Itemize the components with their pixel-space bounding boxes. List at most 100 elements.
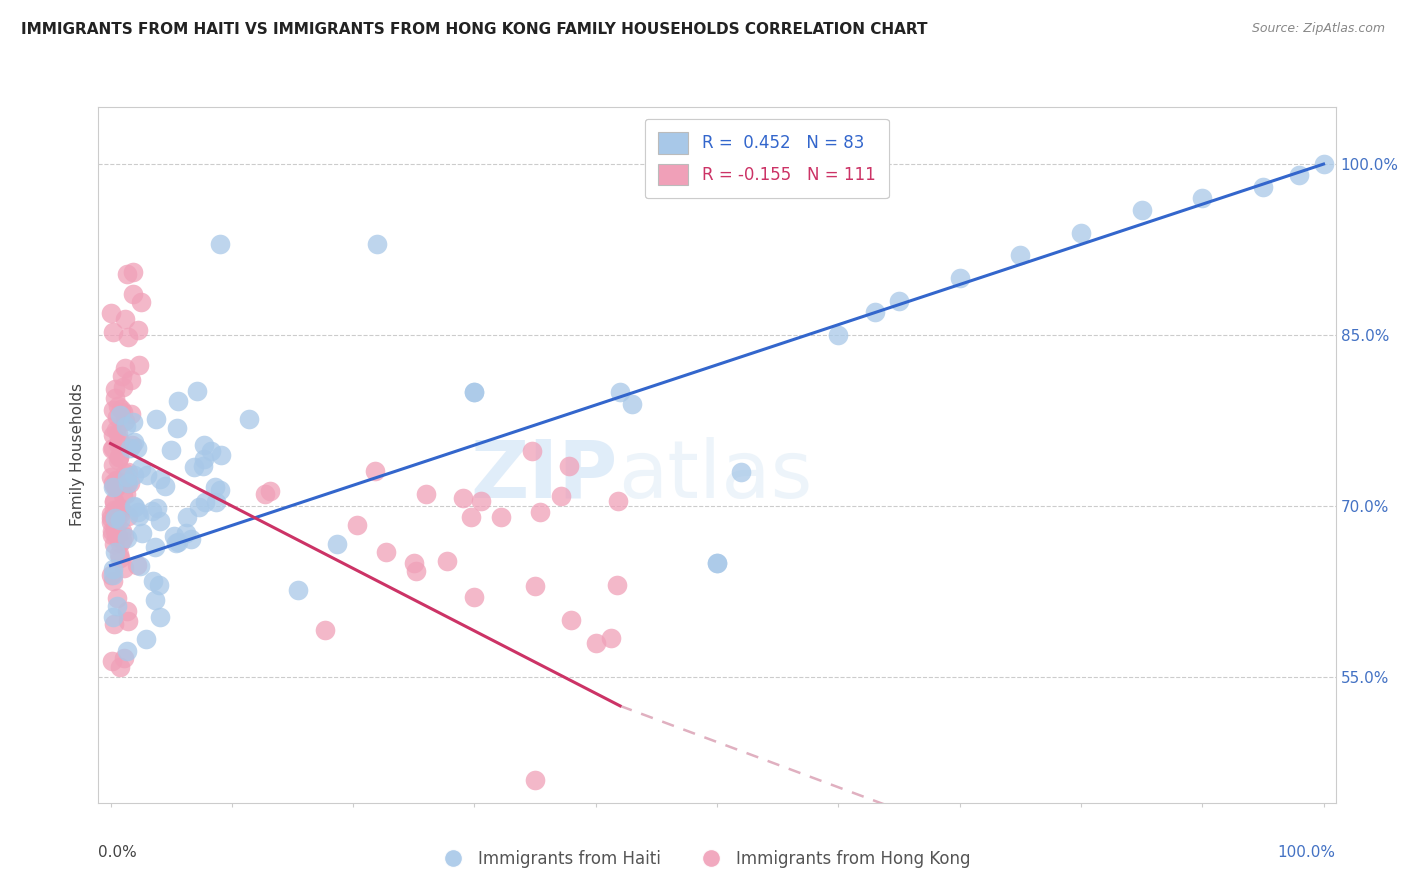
Point — [209, 483, 232, 497]
Point — [155, 478, 177, 492]
Point — [104, 480, 127, 494]
Point — [114, 414, 136, 428]
Point — [100, 515, 122, 529]
Point — [104, 391, 127, 405]
Point — [117, 644, 139, 658]
Point — [149, 610, 172, 624]
Point — [111, 405, 134, 419]
Point — [375, 545, 398, 559]
Point — [606, 577, 628, 591]
Point — [609, 385, 631, 400]
Point — [166, 421, 188, 435]
Point — [100, 305, 122, 319]
Point — [110, 501, 132, 516]
Point — [101, 524, 124, 538]
Point — [101, 528, 124, 542]
Point — [470, 494, 492, 508]
Point — [104, 511, 127, 525]
Point — [103, 537, 125, 551]
Point — [103, 493, 125, 508]
Text: 100.0%: 100.0% — [1278, 845, 1336, 860]
Point — [706, 556, 728, 570]
Point — [208, 236, 231, 251]
Point — [114, 487, 136, 501]
Point — [103, 495, 125, 509]
Point — [585, 636, 607, 650]
Point — [529, 505, 551, 519]
Point — [599, 632, 621, 646]
Point — [128, 358, 150, 372]
Point — [167, 393, 190, 408]
Point — [107, 450, 129, 464]
Point — [110, 402, 132, 417]
Point — [1130, 202, 1153, 217]
Point — [107, 399, 129, 413]
Point — [606, 493, 628, 508]
Point — [110, 660, 132, 674]
Point — [366, 236, 388, 251]
Point — [489, 510, 512, 524]
Point — [117, 604, 139, 618]
Point — [101, 610, 124, 624]
Y-axis label: Family Households: Family Households — [70, 384, 86, 526]
Point — [463, 591, 485, 605]
Point — [118, 441, 141, 455]
Point — [108, 550, 131, 565]
Point — [176, 510, 198, 524]
Point — [107, 452, 129, 467]
Point — [405, 564, 427, 578]
Point — [135, 632, 157, 647]
Point — [204, 480, 226, 494]
Text: ZIP: ZIP — [471, 437, 619, 515]
Point — [558, 458, 581, 473]
Point — [117, 469, 139, 483]
Point — [187, 500, 209, 514]
Point — [146, 501, 169, 516]
Point — [101, 568, 124, 582]
Point — [287, 583, 309, 598]
Point — [183, 459, 205, 474]
Point — [101, 562, 124, 576]
Legend: Immigrants from Haiti, Immigrants from Hong Kong: Immigrants from Haiti, Immigrants from H… — [429, 844, 977, 875]
Point — [259, 483, 281, 498]
Text: 0.0%: 0.0% — [98, 845, 138, 860]
Point — [621, 396, 644, 410]
Point — [166, 535, 188, 549]
Point — [520, 443, 543, 458]
Point — [120, 373, 142, 387]
Point — [415, 487, 437, 501]
Point — [114, 311, 136, 326]
Point — [105, 480, 128, 494]
Point — [127, 505, 149, 519]
Point — [949, 271, 972, 285]
Point — [107, 450, 129, 465]
Point — [129, 295, 152, 310]
Point — [436, 554, 458, 568]
Point — [111, 533, 134, 548]
Point — [112, 651, 135, 665]
Point — [105, 505, 128, 519]
Point — [122, 434, 145, 449]
Point — [110, 513, 132, 527]
Point — [103, 428, 125, 442]
Point — [111, 380, 134, 394]
Point — [131, 525, 153, 540]
Point — [149, 472, 172, 486]
Point — [117, 475, 139, 490]
Point — [103, 441, 125, 455]
Point — [143, 541, 166, 555]
Point — [238, 412, 260, 426]
Point — [115, 268, 138, 282]
Point — [1070, 226, 1092, 240]
Point — [325, 537, 347, 551]
Legend: R =  0.452   N = 83, R = -0.155   N = 111: R = 0.452 N = 83, R = -0.155 N = 111 — [645, 119, 889, 198]
Point — [105, 526, 128, 541]
Point — [706, 556, 728, 570]
Point — [1191, 191, 1213, 205]
Point — [108, 548, 131, 562]
Point — [100, 420, 122, 434]
Point — [148, 577, 170, 591]
Point — [101, 325, 124, 339]
Point — [560, 613, 582, 627]
Point — [100, 507, 122, 521]
